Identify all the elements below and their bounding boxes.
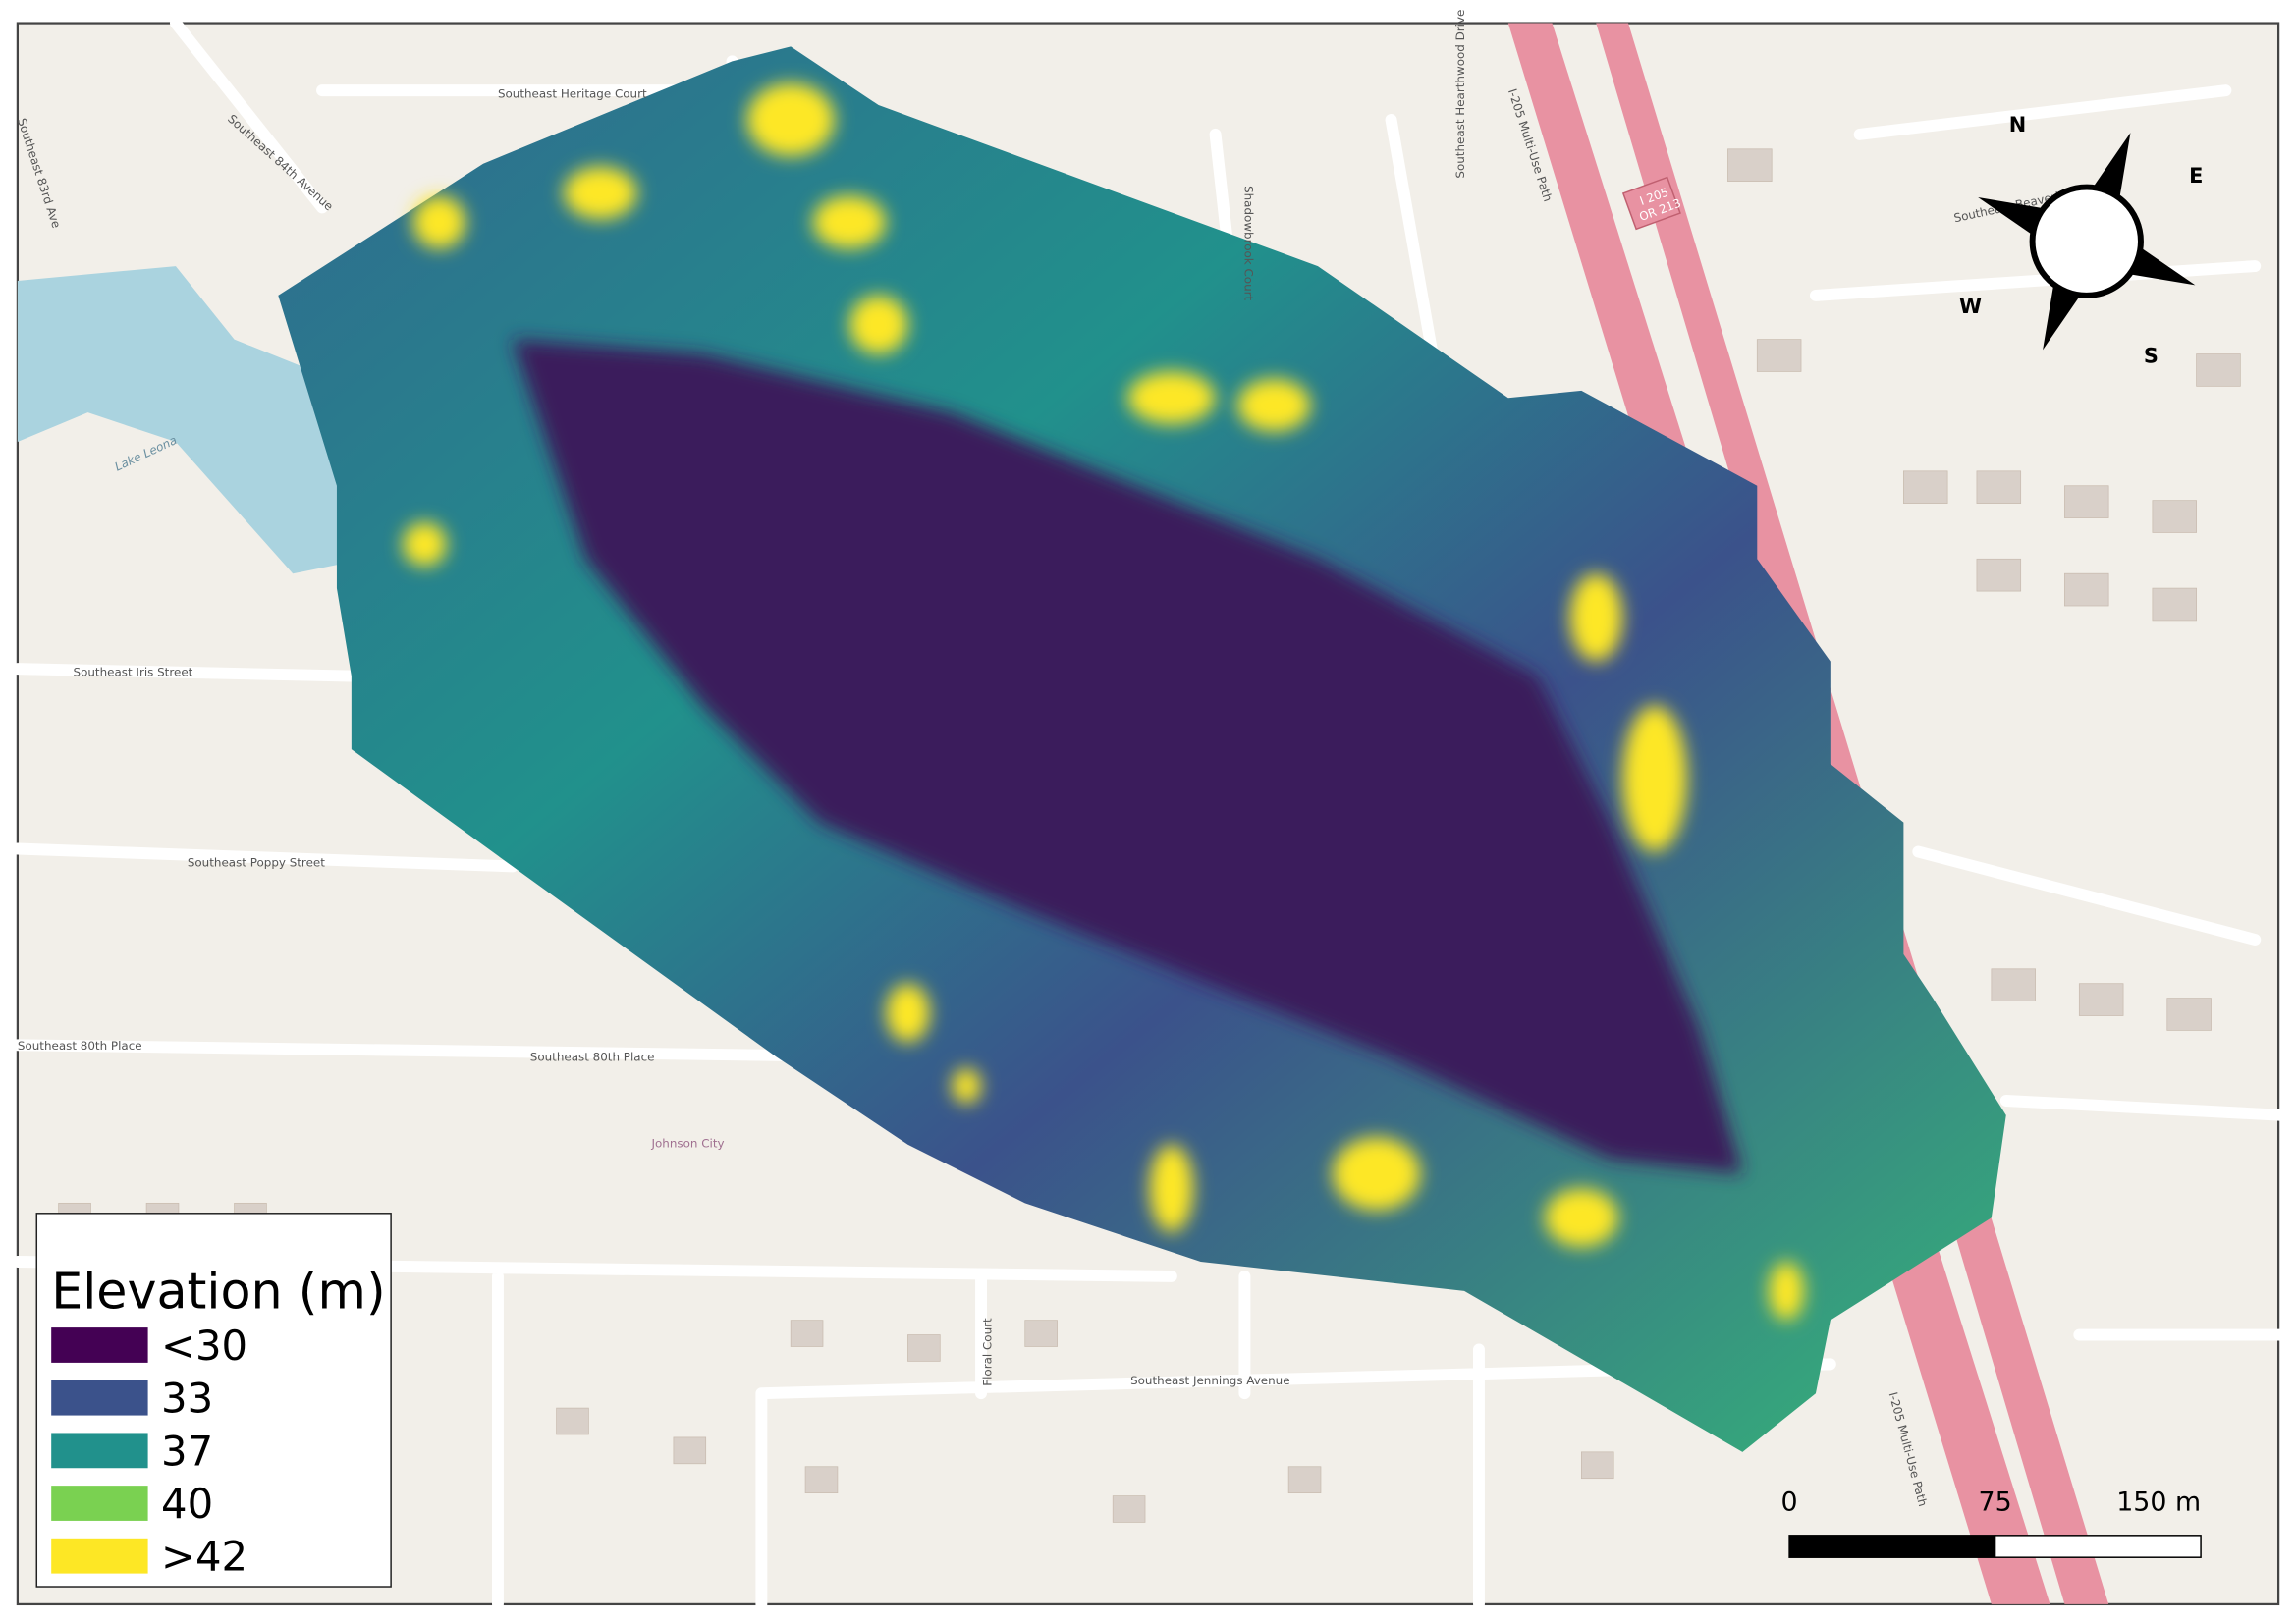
road-label: Southeast 80th Place xyxy=(18,1039,142,1053)
road-label: Southeast Jennings Avenue xyxy=(1130,1374,1289,1387)
low-area xyxy=(512,339,1743,1174)
legend-swatch xyxy=(51,1380,148,1416)
elevation-raster xyxy=(278,46,2006,1452)
legend-swatch xyxy=(51,1486,148,1521)
compass-s: S xyxy=(2144,344,2159,367)
lake xyxy=(17,266,366,574)
legend-title: Elevation (m) xyxy=(51,1263,385,1321)
scale-label: 150 m xyxy=(2116,1487,2201,1517)
compass-w: W xyxy=(1959,295,1982,318)
road-label: Southeast 80th Place xyxy=(530,1051,655,1064)
high-areas xyxy=(403,82,1804,1321)
road-label: Southeast Iris Street xyxy=(74,666,193,679)
roads xyxy=(11,17,2291,1610)
highway-shield xyxy=(1621,176,1681,231)
legend-label: <30 xyxy=(161,1322,247,1370)
compass-e: E xyxy=(2189,164,2203,188)
road-label: Shadowbrook Court xyxy=(1241,186,1255,300)
road-label: Floral Court xyxy=(980,1318,994,1386)
legend-label: 40 xyxy=(161,1480,213,1528)
buildings xyxy=(58,148,2241,1523)
scale-label: 0 xyxy=(1781,1487,1798,1517)
legend-swatch xyxy=(51,1538,148,1574)
compass-n: N xyxy=(2009,113,2026,136)
compass-letters: N E S W xyxy=(1959,113,2203,368)
road-label: Southeast Poppy Street xyxy=(188,855,325,869)
legend-swatch xyxy=(51,1433,148,1469)
compass xyxy=(1978,133,2196,351)
legend-label: 37 xyxy=(161,1427,213,1475)
place-label: Johnson City xyxy=(651,1137,725,1151)
scale-segment xyxy=(1994,1535,2202,1558)
legend-swatch xyxy=(51,1327,148,1363)
road-label: Southeast Heritage Court xyxy=(498,87,647,101)
scale-segment xyxy=(1788,1535,1996,1558)
legend-label: >42 xyxy=(161,1533,247,1581)
road-label: Southeast Hearthwood Drive xyxy=(1453,10,1467,179)
legend-label: 33 xyxy=(161,1375,213,1423)
scale-label: 75 xyxy=(1979,1487,2012,1517)
scale-bar: 0 75 150 m xyxy=(1781,1487,2202,1558)
